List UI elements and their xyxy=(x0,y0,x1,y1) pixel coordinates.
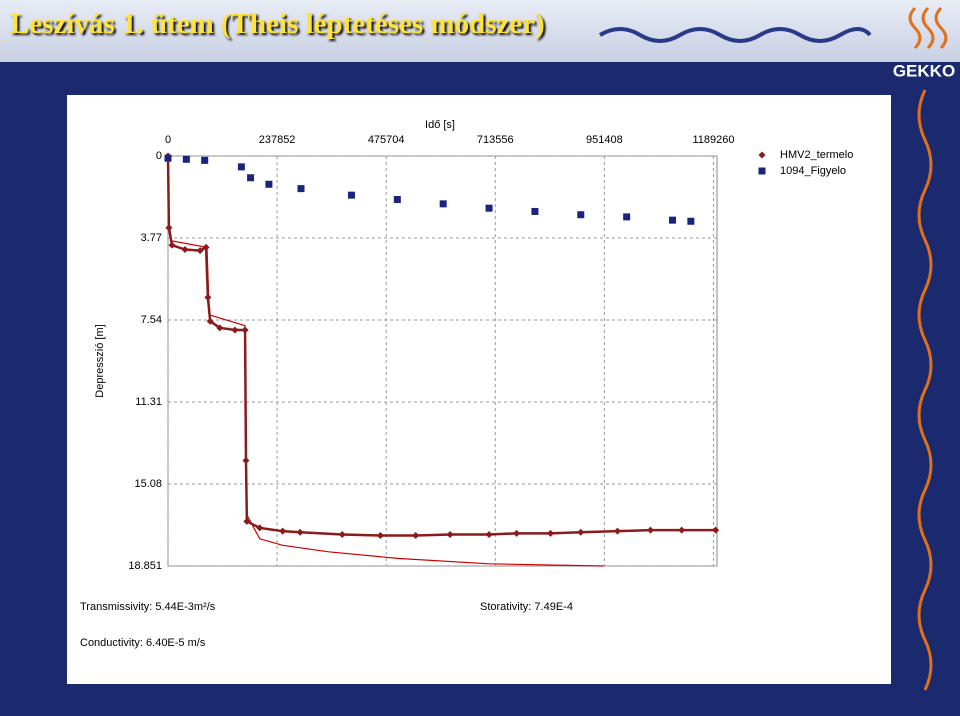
marker xyxy=(279,527,287,535)
marker xyxy=(243,517,251,525)
marker xyxy=(577,211,585,219)
chart-panel xyxy=(67,95,891,684)
marker xyxy=(168,241,176,249)
series-line xyxy=(166,155,716,537)
y-tick-label: 18.851 xyxy=(128,560,162,572)
marker xyxy=(165,224,173,232)
marker xyxy=(181,246,189,254)
title-bar xyxy=(0,0,960,62)
marker xyxy=(297,185,305,193)
marker xyxy=(412,532,420,540)
marker xyxy=(204,293,212,301)
marker xyxy=(577,528,585,536)
x-axis-label: Idő [s] xyxy=(425,119,455,131)
annotation: Transmissivity: 5.44E-3m²/s xyxy=(80,601,216,613)
x-tick-label: 237852 xyxy=(259,134,296,146)
marker xyxy=(669,216,677,224)
annotation: Conductivity: 6.40E-5 m/s xyxy=(80,637,206,649)
x-tick-label: 475704 xyxy=(368,134,405,146)
marker xyxy=(646,526,654,534)
marker xyxy=(164,154,172,162)
marker xyxy=(613,527,621,535)
marker xyxy=(201,156,209,164)
y-tick-label: 7.54 xyxy=(141,314,162,326)
marker xyxy=(485,530,493,538)
marker xyxy=(393,195,401,203)
marker xyxy=(347,191,355,199)
y-tick-label: 3.77 xyxy=(141,232,162,244)
marker xyxy=(513,529,521,537)
marker xyxy=(202,243,210,251)
annotation: Storativity: 7.49E-4 xyxy=(480,601,573,613)
logo-waves xyxy=(908,6,948,50)
y-tick-label: 11.31 xyxy=(135,396,162,408)
marker xyxy=(182,155,190,163)
marker xyxy=(265,180,273,188)
legend-marker xyxy=(758,167,766,175)
marker xyxy=(376,532,384,540)
x-tick-label: 713556 xyxy=(477,134,514,146)
marker xyxy=(242,456,250,464)
marker xyxy=(547,529,555,537)
marker xyxy=(196,247,204,255)
x-tick-label: 1189260 xyxy=(692,134,734,146)
y-tick-label: 0 xyxy=(156,150,162,162)
marker xyxy=(206,317,214,325)
y-axis-label: Depresszió [m] xyxy=(94,324,106,397)
marker xyxy=(485,204,493,212)
marker xyxy=(623,213,631,221)
marker xyxy=(678,526,686,534)
marker xyxy=(531,207,539,215)
marker xyxy=(237,163,245,171)
legend-label: HMV2_termelo xyxy=(780,149,853,161)
x-tick-label: 0 xyxy=(165,134,171,146)
decor-wave xyxy=(598,27,872,43)
marker xyxy=(247,174,255,182)
legend-label: 1094_Figyelo xyxy=(780,165,846,177)
marker xyxy=(446,530,454,538)
decor-wave xyxy=(917,89,933,691)
slide-title: Leszívás 1. ütem (Theis léptetéses módsz… xyxy=(10,8,545,40)
logo: GEKKO xyxy=(893,61,955,80)
marker xyxy=(338,530,346,538)
marker xyxy=(712,526,720,534)
legend-marker xyxy=(758,151,766,159)
marker xyxy=(216,324,224,332)
marker xyxy=(439,200,447,208)
marker xyxy=(256,524,264,532)
marker xyxy=(231,326,239,334)
marker xyxy=(241,326,249,334)
marker xyxy=(296,528,304,536)
marker xyxy=(687,217,695,225)
y-tick-label: 15.08 xyxy=(134,478,162,490)
x-tick-label: 951408 xyxy=(586,134,623,146)
